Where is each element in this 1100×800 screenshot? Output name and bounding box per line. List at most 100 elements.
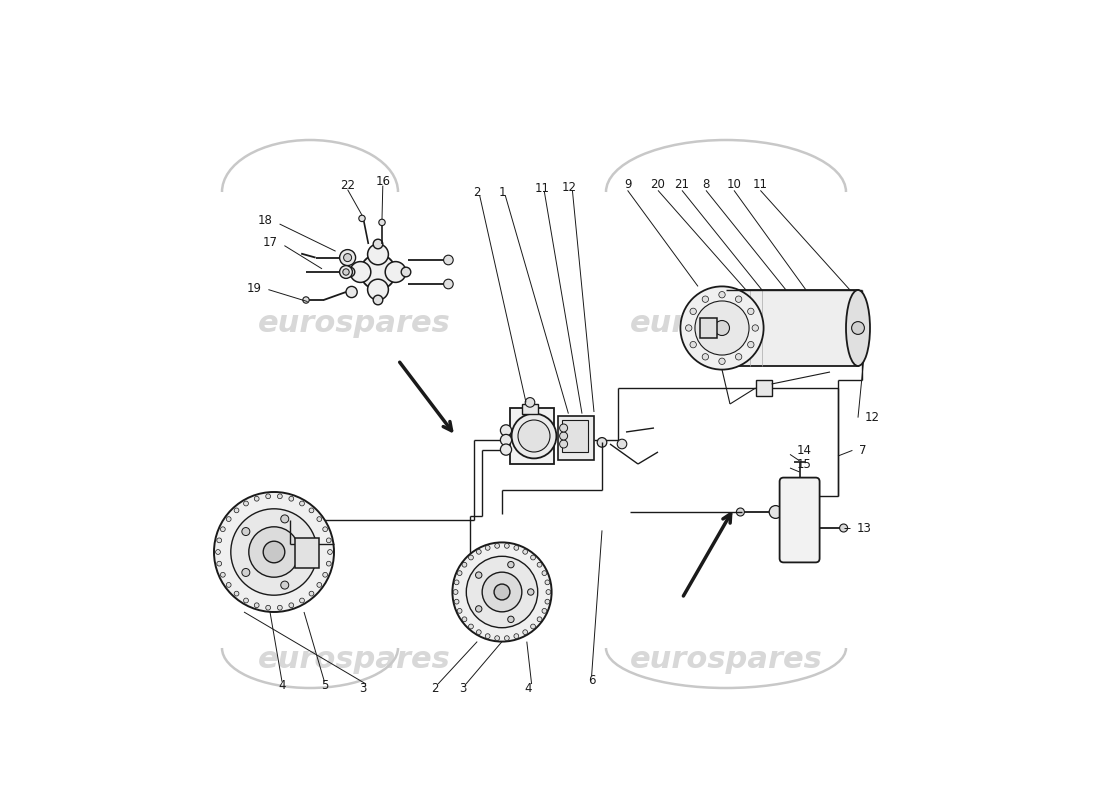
Ellipse shape xyxy=(846,290,870,366)
Circle shape xyxy=(495,636,499,641)
Circle shape xyxy=(485,634,491,638)
Circle shape xyxy=(508,616,514,622)
Circle shape xyxy=(500,434,512,446)
Circle shape xyxy=(839,524,848,532)
Circle shape xyxy=(560,424,568,432)
Circle shape xyxy=(367,279,388,300)
Circle shape xyxy=(544,599,550,604)
Circle shape xyxy=(748,308,754,314)
Circle shape xyxy=(560,440,568,448)
Circle shape xyxy=(378,219,385,226)
Circle shape xyxy=(373,239,383,249)
Circle shape xyxy=(227,582,231,587)
Text: 21: 21 xyxy=(674,178,690,191)
Circle shape xyxy=(475,572,482,578)
Circle shape xyxy=(522,550,528,554)
Text: 3: 3 xyxy=(459,682,466,694)
Text: 6: 6 xyxy=(587,674,595,686)
Circle shape xyxy=(242,569,250,577)
Circle shape xyxy=(702,354,708,360)
Circle shape xyxy=(512,414,557,458)
Text: 17: 17 xyxy=(263,236,278,249)
Circle shape xyxy=(452,542,551,642)
Circle shape xyxy=(560,432,568,440)
Text: 4: 4 xyxy=(278,679,286,692)
Circle shape xyxy=(243,598,249,603)
Circle shape xyxy=(277,494,283,498)
Circle shape xyxy=(685,325,692,331)
Text: 12: 12 xyxy=(865,411,879,424)
Circle shape xyxy=(327,538,331,542)
Circle shape xyxy=(514,634,519,638)
Circle shape xyxy=(736,354,741,360)
Circle shape xyxy=(277,606,283,610)
Circle shape xyxy=(514,546,519,550)
Circle shape xyxy=(505,543,509,548)
Bar xyxy=(562,420,588,452)
Text: 5: 5 xyxy=(321,679,328,692)
Circle shape xyxy=(518,420,550,452)
Circle shape xyxy=(476,630,481,634)
Text: 20: 20 xyxy=(650,178,666,191)
Text: 12: 12 xyxy=(562,181,576,194)
Circle shape xyxy=(322,527,328,532)
Circle shape xyxy=(266,606,271,610)
Circle shape xyxy=(476,550,481,554)
Circle shape xyxy=(443,255,453,265)
Circle shape xyxy=(769,506,782,518)
Circle shape xyxy=(317,582,321,587)
Bar xyxy=(510,408,554,464)
Circle shape xyxy=(494,584,510,600)
Circle shape xyxy=(522,630,528,634)
Text: 19: 19 xyxy=(248,282,262,294)
Circle shape xyxy=(851,322,865,334)
Text: 7: 7 xyxy=(859,444,867,457)
Circle shape xyxy=(289,603,294,608)
Text: 22: 22 xyxy=(340,179,355,192)
Circle shape xyxy=(690,308,696,314)
Circle shape xyxy=(343,269,349,275)
Circle shape xyxy=(242,527,250,535)
Circle shape xyxy=(322,572,328,577)
Circle shape xyxy=(617,439,627,449)
Circle shape xyxy=(280,581,289,589)
Circle shape xyxy=(495,543,499,548)
Circle shape xyxy=(454,599,459,604)
Circle shape xyxy=(695,301,749,355)
Circle shape xyxy=(482,572,521,612)
Circle shape xyxy=(736,508,745,516)
Circle shape xyxy=(214,492,334,612)
Circle shape xyxy=(345,267,355,277)
Text: 15: 15 xyxy=(796,458,812,470)
Circle shape xyxy=(752,325,759,331)
Circle shape xyxy=(249,527,299,578)
Text: eurospares: eurospares xyxy=(629,646,823,674)
Bar xyxy=(522,404,538,414)
Circle shape xyxy=(530,624,536,629)
Circle shape xyxy=(243,501,249,506)
Circle shape xyxy=(469,624,473,629)
Circle shape xyxy=(542,609,547,614)
Circle shape xyxy=(458,570,462,575)
Circle shape xyxy=(263,541,285,563)
Circle shape xyxy=(544,580,550,585)
FancyBboxPatch shape xyxy=(780,478,820,562)
Circle shape xyxy=(462,562,466,567)
Text: 8: 8 xyxy=(702,178,710,191)
Circle shape xyxy=(227,517,231,522)
Circle shape xyxy=(328,550,332,554)
Circle shape xyxy=(530,555,536,560)
Circle shape xyxy=(715,321,729,335)
Bar xyxy=(726,290,858,366)
Circle shape xyxy=(231,509,317,595)
Text: 11: 11 xyxy=(752,178,768,191)
Circle shape xyxy=(309,508,313,513)
Circle shape xyxy=(736,296,741,302)
Circle shape xyxy=(299,501,305,506)
Text: 4: 4 xyxy=(525,682,532,694)
Circle shape xyxy=(402,267,410,277)
Circle shape xyxy=(217,538,221,542)
Text: 13: 13 xyxy=(857,522,871,534)
Text: 11: 11 xyxy=(535,182,550,194)
Circle shape xyxy=(343,254,352,262)
